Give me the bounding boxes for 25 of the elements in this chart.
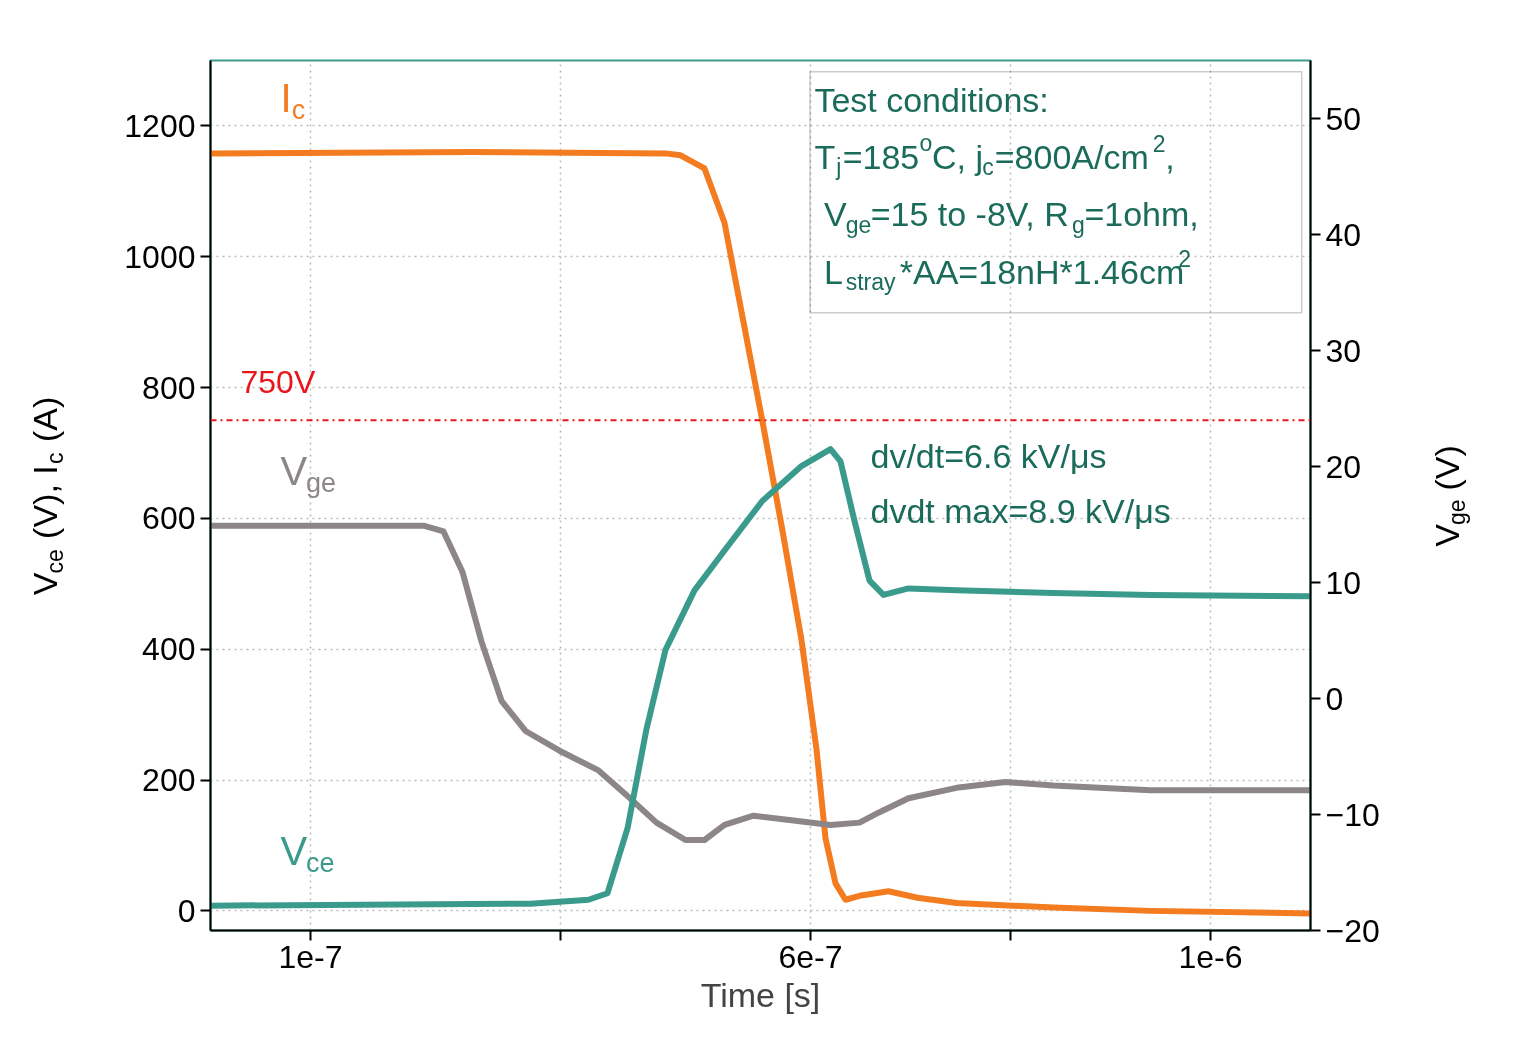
x-tick-label: 1e-6 bbox=[1178, 938, 1243, 975]
y2-tick-label: 20 bbox=[1325, 448, 1362, 485]
y2-tick-label: −10 bbox=[1325, 796, 1380, 833]
y2-tick-label: 40 bbox=[1325, 216, 1362, 253]
y2-tick-label: 10 bbox=[1325, 564, 1362, 601]
y2-tick-label: 0 bbox=[1325, 680, 1344, 717]
y-tick-label: 1200 bbox=[124, 107, 196, 144]
x-axis-title: Time [s] bbox=[700, 975, 821, 1014]
ref-line-label: 750V bbox=[240, 364, 316, 401]
y-tick-label: 400 bbox=[142, 631, 196, 668]
y-tick-label: 1000 bbox=[124, 238, 196, 275]
annotation: Test conditions: bbox=[814, 80, 1049, 119]
y-axis-title: Vce (V), Ic (A) bbox=[25, 396, 68, 596]
x-tick-label: 6e-7 bbox=[778, 938, 843, 975]
x-tick-label: 1e-7 bbox=[278, 938, 343, 975]
y2-tick-label: 50 bbox=[1325, 100, 1362, 137]
y-tick-label: 200 bbox=[142, 762, 196, 799]
annotation: dvdt max=8.9 kV/μs bbox=[870, 492, 1171, 531]
y2-tick-label: 30 bbox=[1325, 332, 1362, 369]
y-tick-label: 800 bbox=[142, 369, 196, 406]
y2-tick-label: −20 bbox=[1325, 912, 1380, 949]
annotation: dv/dt=6.6 kV/μs bbox=[870, 437, 1107, 476]
y-tick-label: 0 bbox=[177, 892, 196, 929]
y2-axis-title: Vge (V) bbox=[1427, 445, 1470, 547]
y-tick-label: 600 bbox=[142, 500, 196, 537]
